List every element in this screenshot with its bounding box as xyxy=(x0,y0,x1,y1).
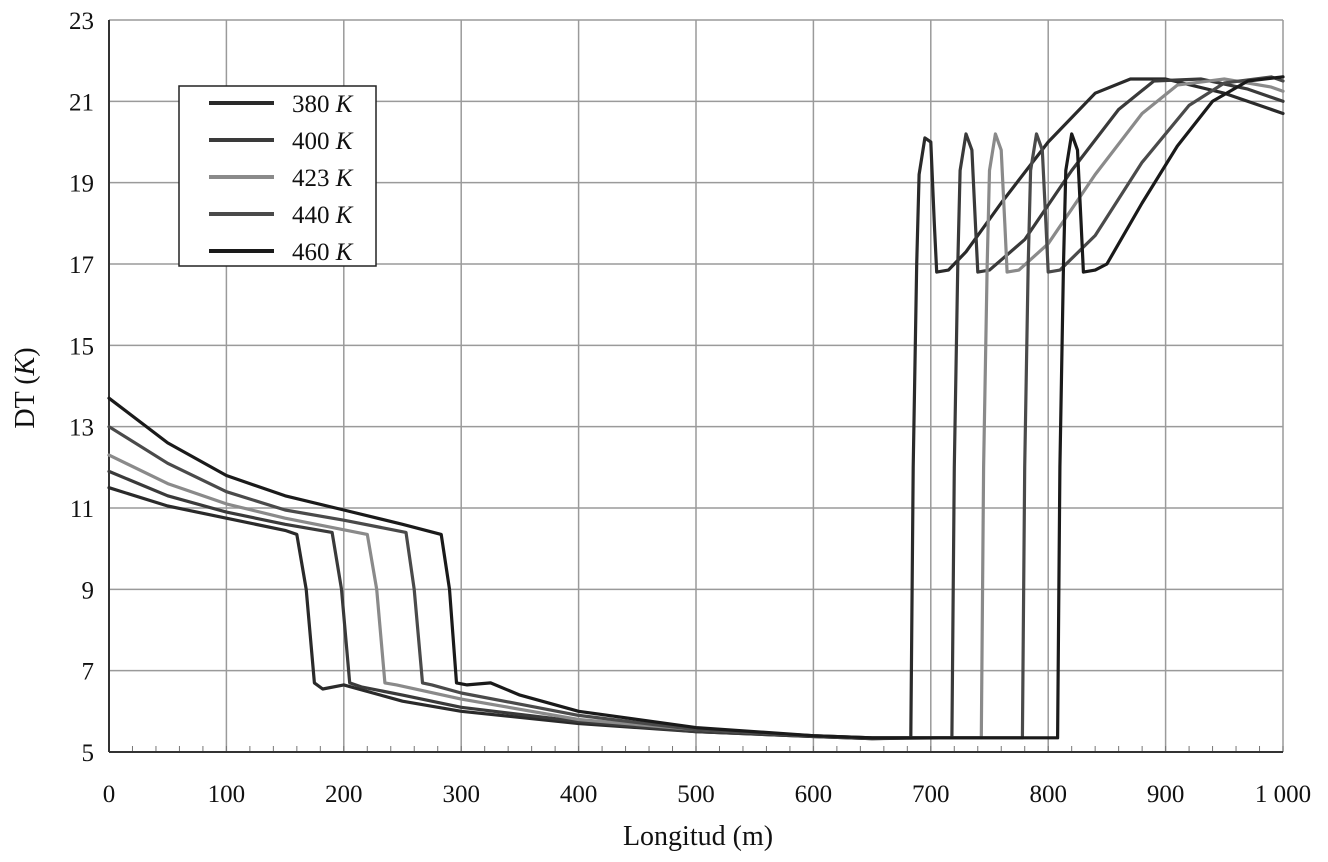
x-tick-label: 700 xyxy=(912,781,950,808)
y-tick-label: 15 xyxy=(69,333,94,360)
x-axis-label: Longitud (m) xyxy=(623,821,773,852)
x-tick-label: 600 xyxy=(795,781,833,808)
legend-label-unit: K xyxy=(335,202,354,229)
legend-label: 423 K xyxy=(292,165,354,192)
legend-label-value: 400 xyxy=(292,128,336,155)
y-axis-label-unit: K xyxy=(10,355,41,376)
y-tick-label: 11 xyxy=(70,496,94,523)
y-tick-label: 9 xyxy=(82,577,95,604)
legend-label: 380 K xyxy=(292,91,354,118)
series-line xyxy=(107,77,1285,741)
legend-label: 460 K xyxy=(292,239,354,266)
y-tick-labels: 5 7 9 11 13 15 17 19 21 23 xyxy=(69,8,94,767)
legend-label-unit: K xyxy=(335,165,354,192)
legend-label-value: 440 xyxy=(292,202,336,229)
x-tick-label: 200 xyxy=(325,781,363,808)
x-tick-label: 0 xyxy=(103,781,116,808)
x-tick-label: 400 xyxy=(560,781,598,808)
y-tick-label: 23 xyxy=(69,8,94,35)
legend-label-value: 460 xyxy=(292,239,336,266)
series-line xyxy=(107,75,1285,740)
x-tick-label: 500 xyxy=(677,781,715,808)
legend-label-unit: K xyxy=(335,128,354,155)
legend-label: 440 K xyxy=(292,202,354,229)
y-axis-label-prefix: DT ( xyxy=(10,375,41,428)
x-tick-label: 1 000 xyxy=(1255,781,1311,808)
x-tick-labels: 0 100 200 300 400 500 600 700 800 900 1 000 xyxy=(103,781,1311,808)
x-tick-label: 300 xyxy=(442,781,480,808)
legend-label-unit: K xyxy=(335,91,354,118)
legend-label-unit: K xyxy=(335,239,354,266)
legend-label: 400 K xyxy=(292,128,354,155)
x-tick-label: 100 xyxy=(208,781,246,808)
series-line xyxy=(107,77,1285,740)
y-tick-label: 21 xyxy=(69,89,94,116)
x-tick-label: 900 xyxy=(1147,781,1185,808)
y-tick-label: 13 xyxy=(69,415,94,442)
axes xyxy=(108,20,1283,753)
y-tick-label: 19 xyxy=(69,171,94,198)
series-lines xyxy=(107,75,1285,741)
x-tick-label: 800 xyxy=(1029,781,1067,808)
y-tick-label: 5 xyxy=(82,740,95,767)
y-axis-label: DT (K) xyxy=(10,347,41,428)
legend-label-value: 423 xyxy=(292,165,336,192)
y-tick-label: 17 xyxy=(69,252,94,279)
legend-label-value: 380 xyxy=(292,91,336,118)
y-tick-label: 7 xyxy=(82,659,95,686)
y-axis-label-suffix: ) xyxy=(10,347,41,356)
